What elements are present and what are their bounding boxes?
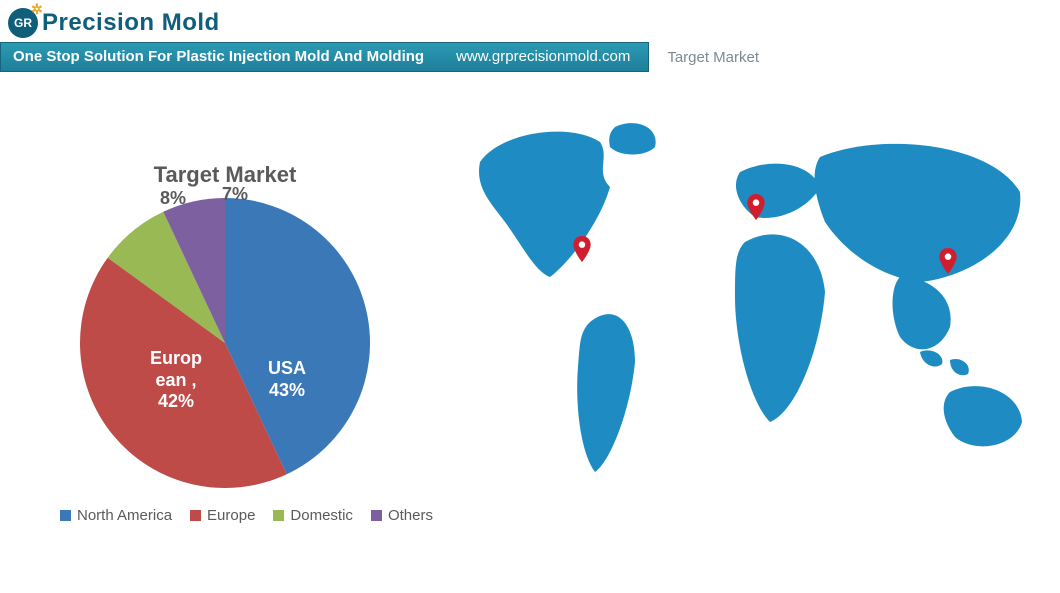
logo-badge: GR ✲ — [8, 8, 38, 38]
legend-label: Others — [388, 507, 433, 524]
continent-shape-8 — [920, 350, 942, 366]
legend-swatch — [190, 510, 201, 521]
map-pin-europe — [747, 194, 765, 220]
continent-shape-4 — [735, 234, 825, 422]
legend-swatch — [371, 510, 382, 521]
banner-row: One Stop Solution For Plastic Injection … — [0, 42, 1060, 72]
gear-icon: ✲ — [31, 3, 43, 15]
continent-shape-5 — [815, 144, 1021, 282]
continent-shape-2 — [577, 314, 635, 472]
logo-row: GR ✲ Precision Mold — [0, 0, 1060, 42]
legend-label: Europe — [207, 507, 255, 524]
banner-tagline: One Stop Solution For Plastic Injection … — [13, 48, 424, 65]
world-map — [450, 102, 1050, 522]
continent-shape-9 — [950, 359, 969, 375]
legend-item-europe: Europe — [190, 507, 255, 524]
legend-label: North America — [77, 507, 172, 524]
world-map-svg — [450, 102, 1050, 522]
content-area: Target Market USA43%European ,42%8%7% No… — [0, 72, 1060, 582]
banner-url: www.grprecisionmold.com — [456, 48, 630, 65]
legend-swatch — [273, 510, 284, 521]
legend-item-domestic: Domestic — [273, 507, 353, 524]
continent-shape-1 — [609, 123, 655, 154]
banner: One Stop Solution For Plastic Injection … — [0, 42, 649, 72]
map-pin-north-america — [573, 236, 591, 262]
pie-chart-title: Target Market — [40, 162, 410, 188]
logo-badge-text: GR — [14, 16, 32, 30]
legend-label: Domestic — [290, 507, 353, 524]
pie-svg — [80, 198, 370, 488]
legend-item-north-america: North America — [60, 507, 172, 524]
pie-chart: USA43%European ,42%8%7% — [80, 198, 370, 488]
continent-shape-6 — [893, 277, 951, 349]
breadcrumb: Target Market — [667, 49, 759, 66]
brand-name: Precision Mold — [42, 9, 220, 37]
map-pin-east-asia — [939, 248, 957, 274]
legend-item-others: Others — [371, 507, 433, 524]
pie-chart-section: Target Market USA43%European ,42%8%7% No… — [40, 162, 410, 488]
legend-swatch — [60, 510, 71, 521]
continent-shape-7 — [944, 386, 1022, 446]
